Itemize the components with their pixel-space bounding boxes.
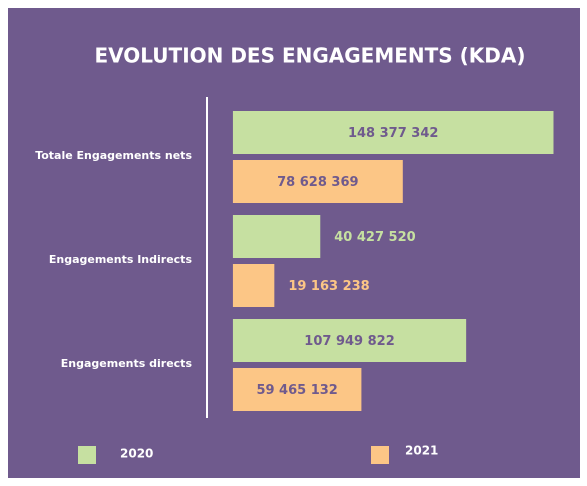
data-label: 107 949 822 [304, 334, 394, 349]
data-label: 78 628 369 [277, 175, 358, 190]
bar [232, 215, 321, 258]
chart-title: EVOLUTION DES ENGAGEMENTS (KDA) [94, 44, 525, 68]
legend-label: 2020 [120, 447, 153, 461]
bar [232, 111, 554, 154]
category-label: Engagements directs [61, 357, 193, 370]
legend-label: 2021 [405, 444, 438, 458]
data-label: 19 163 238 [288, 279, 369, 294]
legend-swatch [78, 446, 96, 464]
legend-swatch [371, 446, 389, 464]
category-label: Totale Engagements nets [35, 149, 192, 162]
bar [232, 160, 403, 203]
bar [232, 368, 362, 411]
bar [232, 319, 467, 362]
data-label: 40 427 520 [334, 230, 415, 245]
data-label: 148 377 342 [348, 126, 438, 141]
bar [232, 264, 275, 307]
data-label: 59 465 132 [256, 383, 337, 398]
category-label: Engagements Indirects [49, 253, 193, 266]
